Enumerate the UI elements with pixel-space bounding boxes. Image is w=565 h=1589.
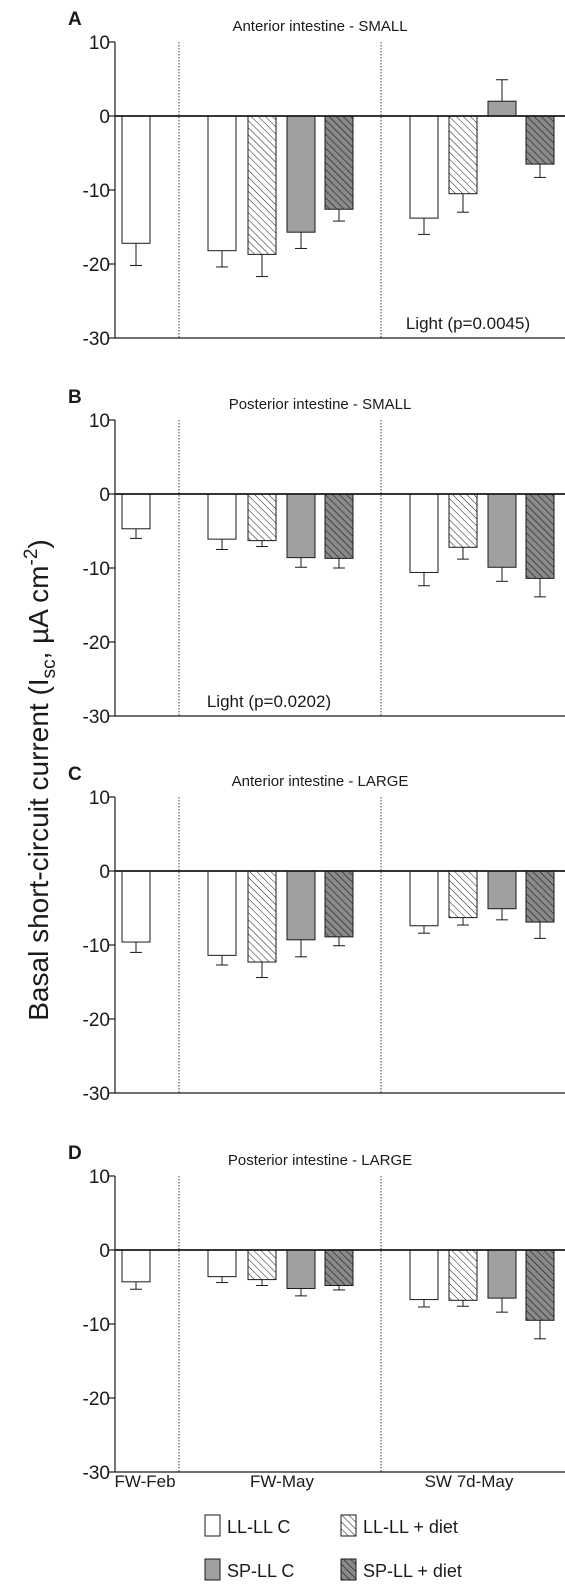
panel-d: D Posterior intestine - LARGE 10 0 -10 -20 -30… <box>68 1143 565 1491</box>
legend-swatch-ll-ll-diet <box>340 1514 357 1537</box>
bar-fw-feb-ll-ll-c <box>121 115 151 244</box>
y-tick-label: 10 <box>89 411 110 432</box>
annotation: Light (p=0.0202) <box>207 692 331 711</box>
y-tick-label: -10 <box>83 559 110 580</box>
bar-fw-may-sp-ll-diet <box>324 1249 354 1287</box>
panel-c: C Anterior intestine - LARGE 10 0 -10 -20 -30 <box>68 764 565 1105</box>
y-tick-label: 0 <box>99 107 110 128</box>
y-tick-label: -30 <box>83 1463 110 1484</box>
legend-item-sp-ll-diet: SP-LL + diet <box>340 1558 462 1581</box>
y-tick-label: 0 <box>99 1241 110 1262</box>
panel-a: A Anterior intestine - SMALL 10 0 -10 -20 -30 L… <box>68 9 565 350</box>
bar-fw-may-ll-ll-c <box>207 1249 237 1278</box>
bar-sw-7d-may-sp-ll-c <box>487 100 517 117</box>
legend-item-sp-ll-c: SP-LL C <box>204 1558 294 1581</box>
y-tick-label: -20 <box>83 1010 110 1031</box>
y-tick-label: -20 <box>83 633 110 654</box>
bar-sw-7d-may-ll-ll-diet <box>448 115 478 195</box>
y-tick-label: -30 <box>83 1084 110 1105</box>
y-axis-label-subscript: sc <box>39 659 60 678</box>
legend-swatch-sp-ll-diet <box>340 1558 357 1581</box>
bar-fw-may-ll-ll-diet <box>247 870 277 963</box>
bar-fw-may-ll-ll-diet <box>247 1249 277 1281</box>
y-tick-label: -10 <box>83 181 110 202</box>
y-tick-label: -10 <box>83 1315 110 1336</box>
category-label-fw-may: FW-May <box>250 1472 314 1491</box>
panel-letter: C <box>68 764 82 785</box>
legend-label-ll-ll-diet: LL-LL + diet <box>363 1517 458 1537</box>
legend-swatch-ll-ll-c <box>204 1514 221 1537</box>
panel-letter: A <box>68 9 82 30</box>
y-tick-label: -30 <box>83 707 110 728</box>
bar-sw-7d-may-sp-ll-c <box>487 870 517 910</box>
y-tick-label: -20 <box>83 1389 110 1410</box>
y-tick-label: 10 <box>89 33 110 54</box>
category-label-fw-feb: FW-Feb <box>114 1472 175 1491</box>
bar-fw-may-ll-ll-c <box>207 493 237 540</box>
bar-fw-may-sp-ll-diet <box>324 115 354 210</box>
bar-fw-feb-ll-ll-c <box>121 1249 151 1283</box>
y-tick-label: -20 <box>83 255 110 276</box>
bar-fw-may-ll-ll-diet <box>247 115 277 255</box>
y-tick-label: 0 <box>99 862 110 883</box>
bar-fw-may-sp-ll-c <box>286 115 316 233</box>
y-axis-label-middle: , µA cm <box>23 565 54 659</box>
legend-item-ll-ll-c: LL-LL C <box>204 1514 290 1537</box>
bar-fw-may-ll-ll-c <box>207 115 237 252</box>
y-axis-label: Basal short-circuit current (Isc, µA cm-… <box>21 539 60 1021</box>
legend-item-ll-ll-diet: LL-LL + diet <box>340 1514 458 1537</box>
panel-title: Anterior intestine - LARGE <box>232 773 409 790</box>
category-label-sw-7d-may: SW 7d-May <box>425 1472 514 1491</box>
bar-sw-7d-may-ll-ll-c <box>409 870 439 927</box>
panel-letter: B <box>68 387 82 408</box>
panel-b: B Posterior intestine - SMALL 10 0 -10 -20 -30… <box>68 387 565 728</box>
bar-sw-7d-may-sp-ll-diet <box>525 1249 555 1321</box>
panel-title: Posterior intestine - SMALL <box>229 396 412 413</box>
bar-sw-7d-may-ll-ll-diet <box>448 493 478 548</box>
bar-fw-may-sp-ll-c <box>286 493 316 559</box>
annotation: Light (p=0.0045) <box>406 314 530 333</box>
y-axis-label-prefix: Basal short-circuit current (I <box>23 678 54 1020</box>
y-axis-label-suffix: ) <box>23 539 54 548</box>
bar-sw-7d-may-ll-ll-c <box>409 115 439 219</box>
legend: LL-LL C LL-LL + diet SP-LL C SP-LL + die… <box>204 1514 462 1581</box>
bar-sw-7d-may-sp-ll-diet <box>525 115 555 165</box>
bar-sw-7d-may-ll-ll-diet <box>448 1249 478 1301</box>
legend-swatch-sp-ll-c <box>204 1558 221 1581</box>
chart-panels: A Anterior intestine - SMALL 10 0 -10 -20 -30 L… <box>68 9 565 1491</box>
panel-title: Anterior intestine - SMALL <box>232 18 407 35</box>
y-tick-label: -10 <box>83 936 110 957</box>
bar-sw-7d-may-sp-ll-c <box>487 1249 517 1299</box>
y-tick-label: 10 <box>89 1167 110 1188</box>
bar-fw-may-sp-ll-c <box>286 870 316 941</box>
y-tick-label: 10 <box>89 788 110 809</box>
bar-fw-feb-ll-ll-c <box>121 493 151 530</box>
bar-fw-may-sp-ll-c <box>286 1249 316 1289</box>
bar-sw-7d-may-ll-ll-c <box>409 493 439 573</box>
y-tick-label: 0 <box>99 485 110 506</box>
bar-fw-may-sp-ll-diet <box>324 493 354 559</box>
panel-letter: D <box>68 1143 82 1164</box>
y-axis-label-superscript: -2 <box>21 549 42 566</box>
legend-label-sp-ll-c: SP-LL C <box>227 1561 294 1581</box>
bar-fw-feb-ll-ll-c <box>121 870 151 943</box>
legend-label-ll-ll-c: LL-LL C <box>227 1517 290 1537</box>
y-tick-label: -30 <box>83 329 110 350</box>
bar-fw-may-ll-ll-diet <box>247 493 277 542</box>
bar-sw-7d-may-sp-ll-diet <box>525 870 555 923</box>
bar-sw-7d-may-ll-ll-diet <box>448 870 478 919</box>
bar-fw-may-ll-ll-c <box>207 870 237 956</box>
bar-sw-7d-may-sp-ll-diet <box>525 493 555 579</box>
bar-sw-7d-may-ll-ll-c <box>409 1249 439 1301</box>
bar-fw-may-sp-ll-diet <box>324 870 354 938</box>
panel-title: Posterior intestine - LARGE <box>228 1152 412 1169</box>
legend-label-sp-ll-diet: SP-LL + diet <box>363 1561 462 1581</box>
bar-sw-7d-may-sp-ll-c <box>487 493 517 568</box>
